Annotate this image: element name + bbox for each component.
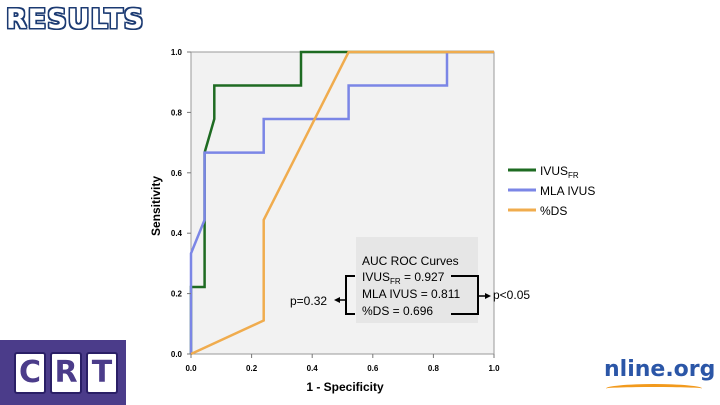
auc-annotation: AUC ROC Curves IVUSFR = 0.927 MLA IVUS =… xyxy=(290,237,530,323)
y-tick-label: 0.2 xyxy=(171,290,183,299)
auc-box xyxy=(356,237,478,323)
auc-row-ivus-fr: IVUSFR = 0.927 xyxy=(362,270,445,286)
x-tick-label: 0.8 xyxy=(428,364,440,373)
roc-curve-ivus-fr xyxy=(189,50,494,354)
legend-label-ivus-fr: IVUSFR xyxy=(540,164,579,180)
left-arrowhead-icon xyxy=(334,297,340,303)
p-value-right: p<0.05 xyxy=(493,288,530,302)
right-bracket xyxy=(451,275,479,315)
roc-curve-mla-ivus xyxy=(189,50,494,354)
crt-logo-letter: R xyxy=(50,352,82,394)
right-arrowhead-icon xyxy=(485,293,491,299)
auc-row-mla-ivus: MLA IVUS = 0.811 xyxy=(362,287,461,301)
x-tick-label: 0.6 xyxy=(367,364,379,373)
crt-logo-letter: C xyxy=(14,352,46,394)
y-tick-label: 0.8 xyxy=(171,108,183,117)
p-value-left: p=0.32 xyxy=(290,294,327,308)
y-tick-label: 1.0 xyxy=(171,48,183,57)
crt-logo: C R T xyxy=(0,340,126,405)
y-axis-label: Sensitivity xyxy=(149,176,163,236)
x-tick-label: 0.0 xyxy=(185,364,197,373)
y-tick-label: 0.4 xyxy=(171,229,183,238)
x-tick-label: 0.4 xyxy=(307,364,319,373)
crtonline-swoosh-icon xyxy=(606,384,702,393)
y-tick-label: 0.0 xyxy=(171,350,183,359)
x-axis-label: 1 - Specificity xyxy=(306,380,384,394)
roc-curve-ds xyxy=(190,50,494,356)
x-tick-label: 0.2 xyxy=(246,364,258,373)
left-bracket xyxy=(345,275,355,315)
legend: IVUSFR MLA IVUS %DS xyxy=(508,164,595,218)
auc-heading: AUC ROC Curves xyxy=(362,254,459,268)
x-tick-label: 1.0 xyxy=(488,364,500,373)
crtonline-logo-text: nline.org xyxy=(604,357,716,382)
crt-logo-letter: T xyxy=(86,352,118,394)
slide-title: RESULTS xyxy=(6,4,145,35)
auc-row-ds: %DS = 0.696 xyxy=(362,304,433,318)
crtonline-logo: nline.org xyxy=(600,340,720,405)
y-tick-label: 0.6 xyxy=(171,169,183,178)
legend-label-ds: %DS xyxy=(540,204,567,218)
legend-label-mla-ivus: MLA IVUS xyxy=(540,184,595,198)
